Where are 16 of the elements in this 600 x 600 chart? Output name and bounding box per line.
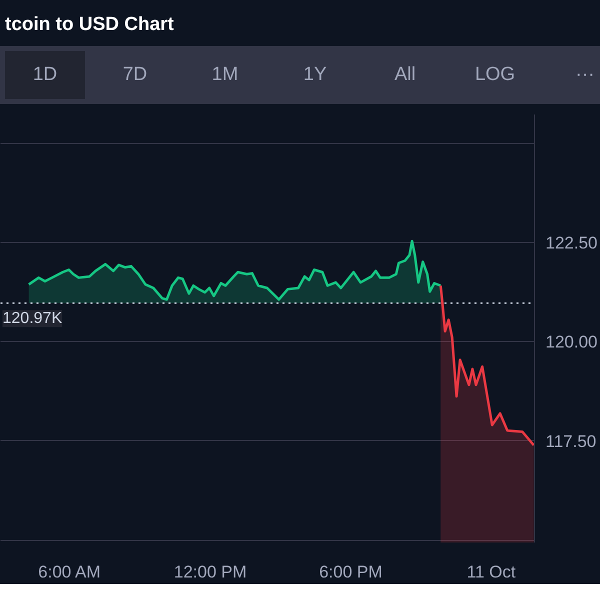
x-tick-label: 11 Oct: [466, 562, 516, 582]
y-tick-label: 117.50: [546, 432, 596, 451]
text: All: [394, 63, 416, 87]
text: 1Y: [303, 63, 327, 87]
text: 1M: [212, 63, 238, 87]
ref-line-label: 120.97K: [2, 310, 62, 328]
text: 1D: [32, 63, 58, 87]
y-tick-label: 122.50: [546, 233, 598, 252]
text: 7D: [122, 63, 148, 87]
x-tick-label: 6:00 AM: [38, 562, 101, 582]
x-tick-label: 6:00 PM: [319, 562, 382, 582]
text: LOG: [474, 63, 516, 87]
chart-title: tcoin to USD Chart: [5, 13, 174, 37]
x-tick-label: 12:00 PM: [174, 562, 247, 582]
text: ···: [576, 63, 594, 87]
y-tick-label: 120.00: [546, 332, 598, 352]
